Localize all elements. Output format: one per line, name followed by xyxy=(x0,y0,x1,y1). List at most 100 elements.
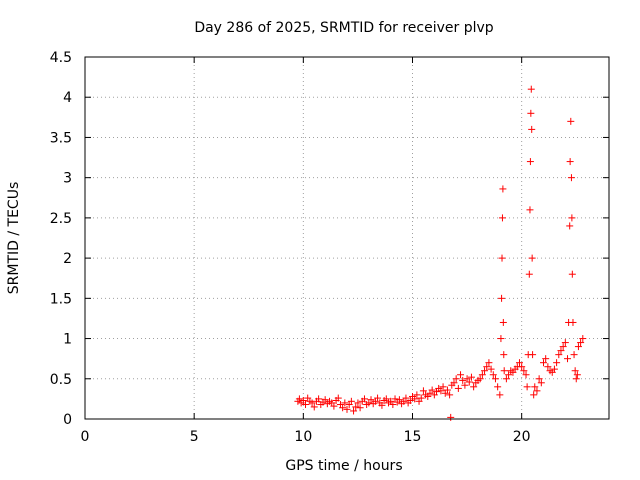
data-point xyxy=(343,405,351,413)
y-tick-label: 4 xyxy=(63,90,72,106)
data-point xyxy=(347,397,355,405)
y-axis-label: SRMTID / TECUs xyxy=(6,182,22,295)
data-point xyxy=(496,391,504,399)
data-point xyxy=(550,365,558,373)
data-point xyxy=(321,396,329,404)
data-point xyxy=(559,343,567,351)
data-point xyxy=(566,158,574,166)
data-point xyxy=(568,214,576,222)
axis-ticks xyxy=(84,56,609,420)
data-point xyxy=(526,158,534,166)
data-point xyxy=(452,375,460,383)
data-point xyxy=(389,401,397,409)
data-point xyxy=(437,387,445,395)
data-point xyxy=(523,383,531,391)
data-point xyxy=(491,375,499,383)
data-point xyxy=(573,371,581,379)
data-point xyxy=(428,386,436,394)
plot-frame xyxy=(84,56,610,420)
data-point xyxy=(505,371,513,379)
data-point xyxy=(566,222,574,230)
data-point xyxy=(341,399,349,407)
y-tick-label: 2.5 xyxy=(50,211,72,227)
data-point xyxy=(374,394,382,402)
y-tick-label: 3 xyxy=(63,171,72,187)
data-point xyxy=(330,402,338,410)
data-point xyxy=(367,396,375,404)
data-point xyxy=(494,383,502,391)
data-point xyxy=(489,371,497,379)
data-point xyxy=(485,359,493,367)
data-point xyxy=(557,347,565,355)
y-tick-label: 1.5 xyxy=(50,291,72,307)
data-point xyxy=(406,396,414,404)
data-point xyxy=(310,403,318,411)
data-point xyxy=(483,363,491,371)
data-point xyxy=(567,117,575,125)
data-point xyxy=(498,214,506,222)
data-point xyxy=(577,339,585,347)
data-point xyxy=(352,403,360,411)
data-point xyxy=(465,378,473,386)
data-point xyxy=(443,386,451,394)
data-point xyxy=(544,363,552,371)
data-point xyxy=(417,394,425,402)
data-point xyxy=(570,351,578,359)
data-point xyxy=(308,399,316,407)
x-tick-label: 20 xyxy=(513,429,531,445)
data-point xyxy=(499,185,507,193)
data-point xyxy=(476,375,484,383)
data-point xyxy=(295,395,303,403)
data-point xyxy=(450,379,458,387)
data-point xyxy=(564,355,572,363)
data-point xyxy=(522,371,530,379)
data-point xyxy=(498,294,506,302)
data-point xyxy=(527,109,535,117)
data-point xyxy=(515,359,523,367)
data-point xyxy=(382,395,390,403)
data-point xyxy=(497,335,505,343)
data-point xyxy=(518,363,526,371)
data-point xyxy=(500,351,508,359)
data-point xyxy=(419,387,427,395)
grid xyxy=(85,57,609,419)
y-tick-label: 1 xyxy=(63,332,72,348)
data-point xyxy=(334,394,342,402)
data-point xyxy=(454,384,462,392)
data-point xyxy=(555,351,563,359)
data-point xyxy=(526,206,534,214)
x-tick-label: 5 xyxy=(190,429,199,445)
x-axis-label: GPS time / hours xyxy=(285,458,402,474)
data-point xyxy=(481,367,489,375)
data-point xyxy=(502,375,510,383)
data-point xyxy=(360,395,368,403)
data-point xyxy=(572,375,580,383)
x-tick-label: 0 xyxy=(81,429,90,445)
data-point xyxy=(315,395,323,403)
data-point xyxy=(299,396,307,404)
y-axis-tick-labels: 0 0.5 1 1.5 2 2.5 3 3.5 4 4.5 xyxy=(50,50,72,428)
data-point xyxy=(529,351,537,359)
data-point xyxy=(356,404,364,412)
data-point xyxy=(350,407,358,415)
y-tick-label: 4.5 xyxy=(50,50,72,66)
data-point xyxy=(395,396,403,404)
data-point xyxy=(402,394,410,402)
y-tick-label: 0 xyxy=(63,412,72,428)
data-point xyxy=(457,371,465,379)
data-point xyxy=(537,379,545,387)
data-point xyxy=(569,318,577,326)
y-tick-label: 0.5 xyxy=(50,372,72,388)
x-tick-label: 15 xyxy=(404,429,422,445)
data-point xyxy=(525,270,533,278)
data-point xyxy=(530,391,538,399)
data-point xyxy=(540,359,547,367)
data-point xyxy=(553,359,561,367)
data-point xyxy=(533,387,541,395)
data-point xyxy=(459,376,467,384)
data-point xyxy=(339,404,347,412)
data-point xyxy=(411,395,419,403)
data-point xyxy=(520,367,528,375)
